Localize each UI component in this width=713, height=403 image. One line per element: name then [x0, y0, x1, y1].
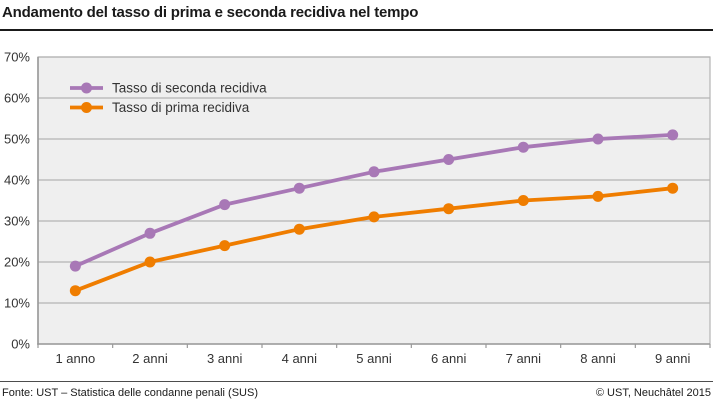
legend-marker — [81, 102, 92, 113]
y-tick-label: 40% — [4, 173, 30, 188]
data-point-marker — [443, 203, 455, 215]
x-tick-label: 5 anni — [356, 351, 392, 366]
x-tick-label: 7 anni — [506, 351, 542, 366]
y-tick-label: 50% — [4, 132, 30, 147]
legend-label: Tasso di prima recidiva — [112, 100, 250, 115]
x-tick-label: 6 anni — [431, 351, 467, 366]
legend-marker — [81, 82, 92, 94]
y-tick-label: 60% — [4, 91, 30, 106]
x-tick-label: 4 anni — [282, 351, 318, 366]
legend: Tasso di seconda recidiva Tasso di prima … — [70, 81, 267, 115]
data-point-marker — [219, 240, 231, 252]
data-point-marker — [293, 223, 305, 235]
y-tick-label: 30% — [4, 214, 30, 229]
y-tick-label: 10% — [4, 296, 30, 311]
x-tick-label: 2 anni — [132, 351, 168, 366]
data-point-marker — [592, 190, 604, 202]
x-tick-label: 1 anno — [55, 351, 95, 366]
data-point-marker — [293, 182, 305, 194]
data-point-marker — [368, 166, 380, 178]
y-tick-label: 20% — [4, 255, 30, 270]
source-note: Fonte: UST – Statistica delle condanne p… — [2, 387, 258, 399]
data-point-marker — [69, 260, 81, 272]
data-point-marker — [69, 285, 81, 297]
x-tick-label: 3 anni — [207, 351, 243, 366]
data-point-marker — [517, 141, 529, 153]
data-point-marker — [144, 227, 156, 239]
copyright-note: © UST, Neuchâtel 2015 — [595, 387, 711, 399]
y-tick-label: 70% — [4, 50, 30, 65]
legend-label: Tasso di seconda recidiva — [112, 81, 267, 96]
page-title: Andamento del tasso di prima e seconda r… — [2, 4, 419, 21]
footer-rule — [0, 381, 713, 382]
data-point-marker — [667, 182, 679, 194]
x-tick-label: 8 anni — [580, 351, 616, 366]
x-tick-label: 9 anni — [655, 351, 691, 366]
y-tick-label: 0% — [11, 337, 30, 352]
data-point-marker — [592, 133, 604, 145]
title-rule — [0, 29, 713, 31]
data-point-marker — [219, 199, 231, 211]
data-point-marker — [443, 154, 455, 165]
data-point-marker — [368, 211, 380, 223]
data-point-marker — [144, 256, 156, 268]
data-point-marker — [667, 129, 679, 141]
data-point-marker — [517, 195, 529, 206]
